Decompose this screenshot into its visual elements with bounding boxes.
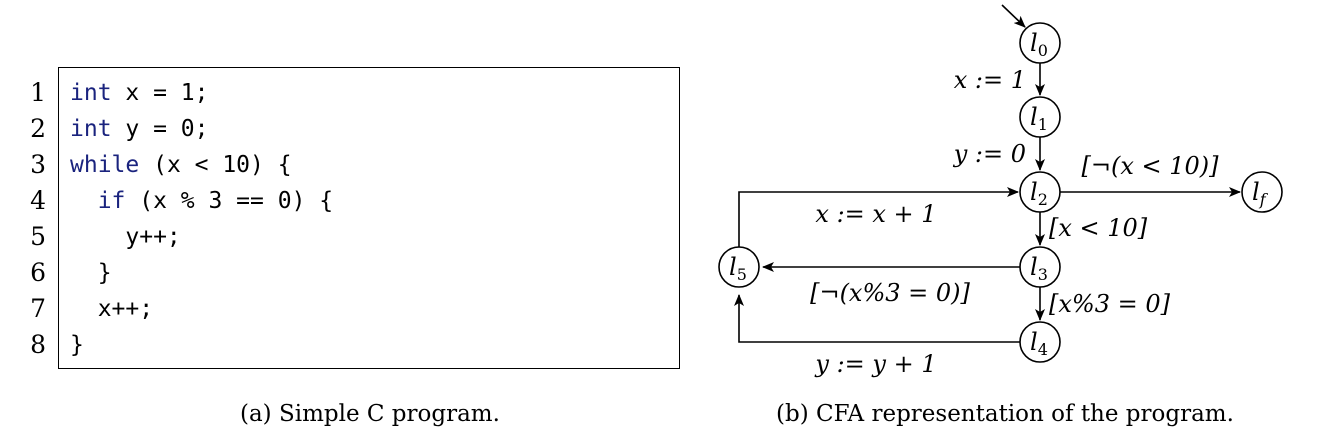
edge-l5-l2 [738,187,1019,247]
edge-label-l4-l5: y := y + 1 [814,350,936,378]
keyword: while [70,152,140,178]
line-number: 1 [30,78,46,107]
edge-label-l1-l2: y := 0 [953,140,1026,168]
code-line: x++; [97,296,154,322]
code-lines: int x = 1; int y = 0; while (x < 10) { i… [70,75,333,363]
code-line: if (x % 3 == 0) { [97,188,334,214]
line-number: 3 [30,150,46,179]
edge-label-l3-l5: [¬(x%3 = 0)] [810,279,970,307]
edge-label-l2-lf: [¬(x < 10)] [1081,152,1219,180]
svg-text:l5: l5 [729,253,747,284]
edge-label-l3-l4: [x%3 = 0] [1049,290,1171,318]
code-line: int x = 1; [70,80,209,106]
line-number: 6 [30,258,46,287]
line-number: 5 [30,222,46,251]
caption-b: (b) CFA representation of the program. [776,401,1234,427]
node-l2: l2 [1019,171,1061,213]
svg-text:lf: lf [1252,178,1269,209]
edge-label-l5-l2: x := x + 1 [815,200,936,228]
svg-text:l4: l4 [1030,328,1048,359]
node-l5: l5 [718,246,760,288]
code-line: y++; [125,224,181,250]
line-number: 4 [30,186,46,215]
svg-text:l2: l2 [1030,178,1048,209]
code-line: int y = 0; [70,116,209,142]
code-line: } [97,260,112,286]
keyword: int [70,116,112,142]
svg-text:l3: l3 [1030,253,1048,284]
node-l1: l1 [1019,96,1061,138]
edge-label-l2-l3: [x < 10] [1049,214,1148,242]
keyword: if [97,188,126,214]
node-l3: l3 [1019,246,1061,288]
line-number: 8 [30,330,46,359]
node-lf: lf [1241,171,1283,213]
code-box [58,67,680,369]
edge-label-l0-l1: x := 1 [954,66,1026,94]
code-panel: 1 2 3 4 5 6 7 8 int x = 1; int y = 0; wh… [6,67,680,427]
keyword: int [70,80,112,106]
line-number: 7 [30,294,46,323]
node-l0: l0 [1019,22,1061,64]
line-number: 2 [30,114,46,143]
code-line: while (x < 10) { [70,152,292,178]
entry-arrow [1001,4,1026,28]
line-numbers: 1 2 3 4 5 6 7 8 [6,75,46,363]
svg-text:l1: l1 [1030,103,1048,134]
node-l4: l4 [1019,321,1061,363]
caption-a: (a) Simple C program. [240,401,500,427]
code-line: } [70,332,84,358]
svg-text:l0: l0 [1030,29,1048,60]
edge-l4-l5 [734,294,1020,343]
